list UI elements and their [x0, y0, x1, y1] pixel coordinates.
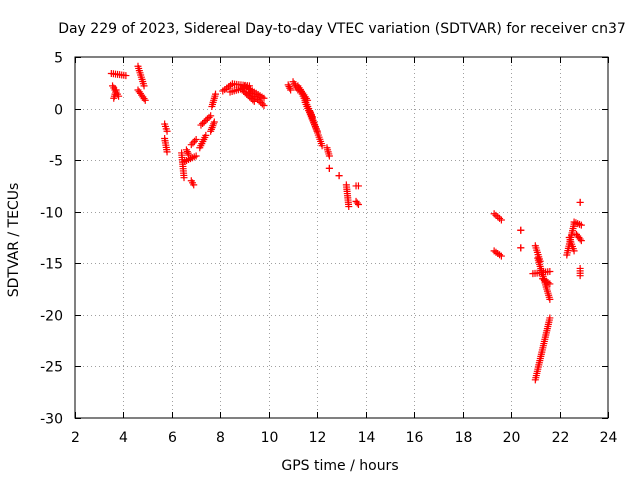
data-point [202, 116, 210, 124]
y-tick-label: -15 [40, 257, 63, 273]
data-point [325, 152, 333, 160]
data-point [576, 198, 584, 206]
marker-layer [107, 62, 585, 384]
plot-frame [74, 56, 609, 419]
data-point [257, 98, 265, 106]
data-point [140, 95, 148, 103]
data-point [112, 86, 120, 94]
chart-title: Day 229 of 2023, Sidereal Day-to-day VTE… [58, 21, 626, 37]
data-point [141, 96, 149, 104]
data-point [250, 93, 258, 101]
x-tick-label: 14 [358, 430, 376, 446]
data-point [576, 235, 584, 243]
data-point [210, 118, 218, 126]
x-tick-label: 4 [119, 430, 128, 446]
y-tick-label: -30 [40, 412, 63, 428]
data-point [140, 82, 148, 90]
x-axis-label: GPS time / hours [281, 458, 398, 474]
x-tick-label: 22 [552, 430, 570, 446]
data-point [258, 100, 266, 108]
data-point [517, 244, 525, 252]
x-tick-label: 10 [261, 430, 279, 446]
x-tick-label: 20 [503, 430, 521, 446]
data-point [496, 214, 504, 222]
data-point [546, 314, 554, 322]
x-tick-label: 16 [406, 430, 424, 446]
data-point [287, 86, 295, 94]
data-point [163, 127, 171, 135]
data-point [245, 88, 253, 96]
data-point [184, 149, 192, 157]
data-point [200, 118, 208, 126]
data-point [497, 252, 505, 260]
data-point [260, 94, 268, 102]
y-tick-label: -5 [49, 154, 63, 170]
y-tick-label: -10 [40, 206, 63, 222]
data-point [192, 136, 200, 144]
data-point [122, 72, 130, 80]
data-point [189, 139, 197, 147]
data-point [490, 210, 498, 218]
data-point [576, 272, 584, 280]
data-point [285, 83, 293, 91]
data-point [190, 181, 198, 189]
data-point [354, 182, 362, 190]
y-tick-label: -20 [40, 309, 63, 325]
data-point [284, 81, 292, 89]
data-point [570, 247, 578, 255]
data-point [353, 199, 361, 207]
data-point [197, 121, 205, 129]
x-tick-label: 24 [600, 430, 618, 446]
data-point [163, 148, 171, 156]
data-point [247, 90, 255, 98]
data-point [203, 115, 211, 123]
data-point [546, 295, 554, 303]
data-point [546, 268, 554, 276]
data-point [207, 112, 215, 120]
y-tick-label: 0 [54, 103, 63, 119]
data-point [494, 213, 502, 221]
data-point [255, 97, 263, 105]
data-point [254, 96, 262, 104]
data-point [260, 101, 268, 109]
data-point [202, 131, 210, 139]
data-point [577, 221, 585, 229]
data-point [546, 280, 554, 288]
grid-layer [75, 57, 608, 418]
data-point [183, 148, 191, 156]
data-point [252, 94, 260, 102]
x-tick-label: 6 [168, 430, 177, 446]
data-point [345, 203, 353, 211]
data-point [517, 226, 525, 234]
data-point [497, 216, 505, 224]
y-axis-label: SDTVAR / TECUs [6, 183, 22, 298]
data-point [205, 113, 213, 121]
data-point [187, 141, 195, 149]
data-point [192, 152, 200, 160]
data-point [182, 146, 190, 154]
data-point [318, 142, 326, 150]
data-point [180, 174, 188, 182]
data-point [249, 91, 257, 99]
x-tick-label: 12 [309, 430, 327, 446]
data-point [325, 164, 333, 172]
data-point [185, 151, 193, 159]
y-tick-label: 5 [54, 51, 63, 67]
data-point [354, 200, 362, 208]
data-point [199, 120, 207, 128]
data-point [212, 90, 220, 98]
x-tick-label: 18 [455, 430, 473, 446]
y-tick-label: -25 [40, 360, 63, 376]
data-point [335, 172, 343, 180]
data-point [286, 84, 294, 92]
x-tick-label: 8 [216, 430, 225, 446]
data-point [577, 237, 585, 245]
data-point [191, 137, 199, 145]
data-point [492, 211, 500, 219]
x-tick-label: 2 [71, 430, 80, 446]
